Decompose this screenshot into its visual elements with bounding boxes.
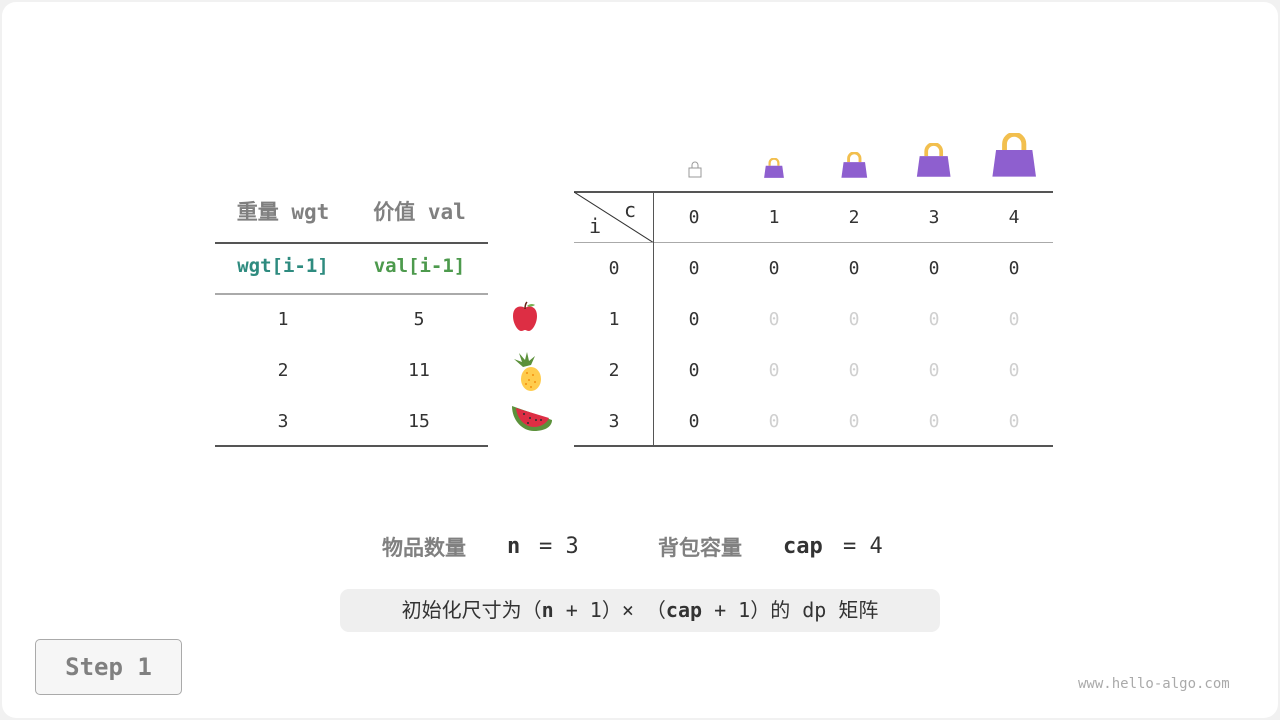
caption-cap: cap — [665, 598, 703, 622]
cap-eq: = 4 — [843, 534, 883, 559]
dp-cell: 0 — [768, 360, 780, 381]
n-label: 物品数量 — [382, 536, 466, 560]
bag-icon — [992, 132, 1036, 177]
step-button[interactable]: Step 1 — [35, 639, 182, 695]
caption-mid1: + 1）× （ — [553, 598, 666, 622]
dp-cell: 0 — [1008, 258, 1020, 279]
dp-cell: 0 — [928, 309, 940, 330]
row-header: 0 — [608, 258, 620, 279]
bag-icon — [688, 161, 702, 178]
corner-diagonal — [574, 192, 654, 243]
bag-icon — [917, 143, 951, 178]
n-var: n — [507, 534, 521, 559]
dp-cell: 0 — [928, 360, 940, 381]
dp-cell: 0 — [848, 411, 860, 432]
cap-label: 背包容量 — [658, 536, 742, 560]
item-value: 15 — [408, 411, 430, 432]
dp-cell: 0 — [1008, 411, 1020, 432]
subheader-wgt: wgt[i-1] — [237, 255, 329, 277]
item-value: 5 — [413, 309, 425, 330]
col-header: 0 — [688, 207, 700, 228]
cap-var: cap — [783, 534, 823, 559]
apple-icon — [510, 300, 540, 336]
dp-cell: 0 — [768, 309, 780, 330]
subheader-val: val[i-1] — [373, 255, 466, 277]
pineapple-icon — [510, 351, 546, 397]
caption-pre: 初始化尺寸为（ — [401, 598, 542, 622]
n-eq: = 3 — [539, 534, 579, 559]
header-weight: 重量 wgt — [236, 200, 330, 224]
caption: 初始化尺寸为（n + 1）× （cap + 1）的 dp 矩阵 — [340, 589, 940, 632]
bag-icon — [764, 158, 784, 178]
watermelon-icon — [510, 402, 554, 438]
dp-cell: 0 — [848, 360, 860, 381]
caption-n: n — [541, 598, 554, 622]
dp-cell: 0 — [928, 258, 940, 279]
dp-cell: 0 — [688, 360, 700, 381]
row-header: 3 — [608, 411, 620, 432]
col-header: 4 — [1008, 207, 1020, 228]
item-weight: 2 — [277, 360, 289, 381]
dp-cell: 0 — [688, 258, 700, 279]
corner-i: i — [589, 214, 602, 238]
col-header: 3 — [928, 207, 940, 228]
dp-cell: 0 — [1008, 360, 1020, 381]
dp-cell: 0 — [1008, 309, 1020, 330]
dp-cell: 0 — [928, 411, 940, 432]
dp-cell: 0 — [688, 411, 700, 432]
watermark: www.hello-algo.com — [1078, 676, 1230, 692]
item-weight: 3 — [277, 411, 289, 432]
row-header: 2 — [608, 360, 620, 381]
dp-cell: 0 — [848, 309, 860, 330]
dp-cell: 0 — [768, 411, 780, 432]
bag-icon — [841, 151, 867, 178]
item-weight: 1 — [277, 309, 289, 330]
summary: 物品数量 n = 3 背包容量 cap = 4 — [0, 532, 1280, 566]
caption-mid2: + 1）的 dp 矩阵 — [702, 598, 879, 622]
item-value: 11 — [408, 360, 430, 381]
header-value: 价值 val — [373, 200, 466, 224]
dp-cell: 0 — [688, 309, 700, 330]
corner-c: c — [624, 198, 637, 222]
col-header: 1 — [768, 207, 780, 228]
col-header: 2 — [848, 207, 860, 228]
dp-cell: 0 — [768, 258, 780, 279]
dp-cell: 0 — [848, 258, 860, 279]
row-header: 1 — [608, 309, 620, 330]
